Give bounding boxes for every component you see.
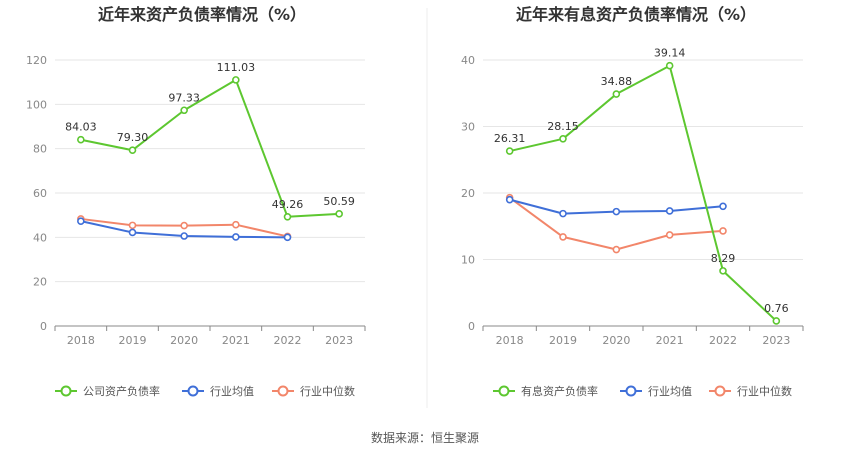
x-tick-label: 2023 xyxy=(762,334,790,347)
x-tick-label: 2018 xyxy=(67,334,95,347)
data-point xyxy=(719,227,727,235)
data-point xyxy=(612,245,621,254)
chart-title-1: 近年来资产负债率情况（%） xyxy=(98,5,306,24)
chart-debt-ratio: 0 20 40 60 80 100 120 2018 2019 2020 2021 2022 2023 8… xyxy=(26,54,366,398)
legend-label: 行业均值 xyxy=(648,385,692,398)
data-point xyxy=(505,147,514,155)
x-tick-label: 2020 xyxy=(602,334,630,347)
y-tick-label: 30 xyxy=(461,121,475,134)
y-tick-label: 20 xyxy=(461,187,475,200)
legend-label: 行业均值 xyxy=(210,385,254,398)
x-tick-label: 2019 xyxy=(549,334,577,347)
x-tick-label: 2021 xyxy=(656,334,684,347)
data-point xyxy=(128,146,137,155)
legend-swatch-marker xyxy=(714,385,726,397)
data-point xyxy=(77,217,85,225)
data-label: 0.76 xyxy=(764,302,789,315)
legend-swatch-marker xyxy=(277,385,289,397)
y-tick-label: 10 xyxy=(461,254,475,267)
data-point xyxy=(180,106,188,115)
x-tick-label: 2021 xyxy=(222,334,250,347)
data-point xyxy=(719,202,727,211)
data-point xyxy=(232,76,240,84)
data-label: 8.29 xyxy=(711,252,736,265)
x-tick-label: 2019 xyxy=(119,334,147,347)
data-point xyxy=(232,220,240,229)
legend-swatch-marker xyxy=(625,385,637,397)
source-note: 数据来源：恒生聚源 xyxy=(371,430,479,445)
data-point xyxy=(719,267,727,275)
y-tick-label: 60 xyxy=(33,187,47,200)
data-label: 79.30 xyxy=(117,131,149,144)
data-point xyxy=(559,233,567,241)
data-point xyxy=(612,90,621,98)
data-label: 50.59 xyxy=(323,195,355,208)
data-point xyxy=(665,61,674,70)
data-point xyxy=(335,210,343,218)
data-label: 28.15 xyxy=(547,120,579,133)
legend-swatch-marker xyxy=(187,385,199,397)
x-tick-label: 2023 xyxy=(325,334,353,347)
legend-label: 行业中位数 xyxy=(300,384,355,398)
y-tick-label: 0 xyxy=(40,320,47,333)
data-label: 26.31 xyxy=(494,132,526,145)
y-tick-label: 20 xyxy=(33,276,47,289)
x-tick-label: 2022 xyxy=(274,334,302,347)
chart-title-2: 近年来有息资产负债率情况（%） xyxy=(516,5,756,24)
data-label: 97.33 xyxy=(168,91,200,104)
data-point xyxy=(665,207,674,215)
x-tick-label: 2020 xyxy=(170,334,198,347)
legend-swatch-marker xyxy=(60,385,72,397)
data-point xyxy=(559,135,567,143)
data-point xyxy=(180,221,188,230)
data-point xyxy=(283,213,292,221)
data-point xyxy=(128,221,137,230)
data-label: 34.88 xyxy=(601,75,633,88)
y-tick-label: 80 xyxy=(33,143,47,156)
data-point xyxy=(559,209,567,218)
data-point xyxy=(283,233,292,242)
data-label: 39.14 xyxy=(654,47,686,60)
y-tick-label: 0 xyxy=(468,320,475,333)
data-label: 49.26 xyxy=(272,198,304,211)
series-line xyxy=(80,78,340,218)
legend-swatch-marker xyxy=(498,385,510,397)
data-point xyxy=(612,207,621,216)
series-line xyxy=(509,64,778,322)
x-tick-label: 2018 xyxy=(496,334,524,347)
legend-label: 行业中位数 xyxy=(737,384,792,398)
data-point xyxy=(665,231,674,239)
series-line xyxy=(509,196,724,251)
x-tick-label: 2022 xyxy=(709,334,737,347)
data-point xyxy=(505,195,514,204)
y-tick-label: 40 xyxy=(461,54,475,67)
data-point xyxy=(77,135,85,144)
data-point xyxy=(128,228,137,237)
data-point xyxy=(180,232,188,240)
legend-label: 公司资产负债率 xyxy=(83,384,160,398)
data-label: 111.03 xyxy=(217,61,256,74)
legend-label: 有息资产负债率 xyxy=(521,384,598,398)
y-tick-label: 120 xyxy=(26,54,47,67)
y-tick-label: 100 xyxy=(26,98,47,111)
data-point xyxy=(232,233,240,241)
data-point xyxy=(772,317,781,325)
data-label: 84.03 xyxy=(65,121,97,134)
chart-interest-debt-ratio: 0 10 20 30 40 2018 2019 2020 2021 2022 2023 26.31 28… xyxy=(461,47,804,398)
y-tick-label: 40 xyxy=(33,231,47,244)
